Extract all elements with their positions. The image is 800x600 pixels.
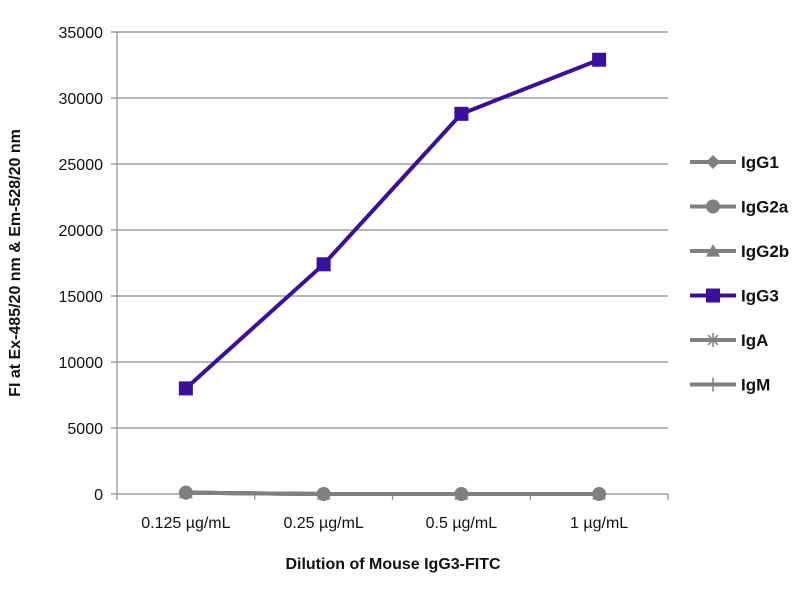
star-icon [706,333,720,347]
legend-item: IgG3 [690,287,779,306]
diamond-icon [706,155,720,169]
series-IgM [185,485,600,501]
y-tick-label: 10000 [59,355,104,372]
y-tick-label: 20000 [59,223,104,240]
y-tick-label: 0 [94,487,103,504]
legend-label: IgG1 [741,153,779,172]
y-tick-label: 30000 [59,91,104,108]
y-tick-label: 15000 [59,289,104,306]
x-tick-label: 0.5 µg/mL [426,515,498,532]
x-tick-label: 0.125 µg/mL [141,515,230,532]
circle-icon [706,199,720,214]
x-axis-label: Dilution of Mouse IgG3-FITC [285,556,501,573]
legend-label: IgG2b [741,242,789,261]
data-point [316,257,331,272]
square-icon [706,288,720,303]
legend-item: IgA [690,331,768,350]
y-tick-label: 35000 [59,25,104,42]
legend-label: IgG2a [741,198,789,217]
data-point [592,52,607,67]
y-tick-label: 25000 [59,157,104,174]
series-IgG3 [178,52,607,396]
triangle-icon [706,244,720,257]
legend-item: IgG2b [690,242,789,261]
x-tick-label: 0.25 µg/mL [283,515,363,532]
legend-item: IgG2a [690,198,789,217]
legend-label: IgG3 [741,287,779,306]
series-line [185,490,600,496]
legend-item: IgM [690,376,770,395]
x-tick-label: 1 µg/mL [570,515,628,532]
legend-label: IgA [741,331,768,350]
series-line [184,57,600,390]
legend-item: IgG1 [690,153,779,172]
y-axis-label: FI at Ex-485/20 nm & Em-528/20 nm [7,129,24,397]
data-point [178,381,193,396]
y-tick-label: 5000 [67,421,103,438]
data-point [454,106,469,121]
legend-label: IgM [741,376,770,395]
